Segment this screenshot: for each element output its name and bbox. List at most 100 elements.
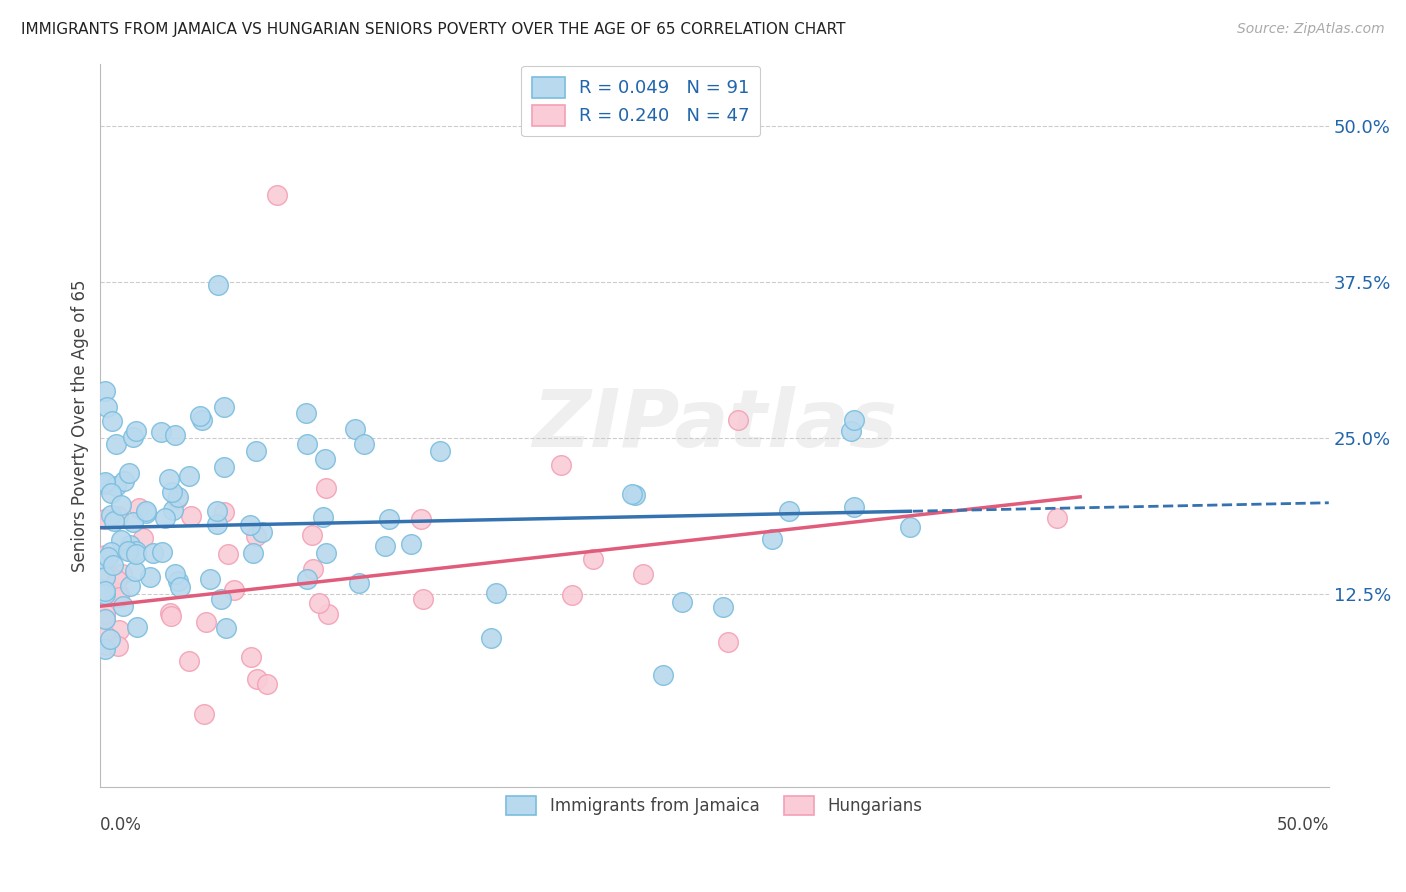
- Point: [652, 667, 675, 681]
- Point: [94, 587, 117, 601]
- Point: [190, 413, 212, 427]
- Point: [224, 583, 246, 598]
- Point: [842, 412, 865, 426]
- Point: [620, 487, 643, 501]
- Point: [631, 567, 654, 582]
- Point: [1046, 511, 1069, 525]
- Point: [256, 677, 278, 691]
- Point: [120, 579, 142, 593]
- Point: [479, 632, 502, 646]
- Point: [163, 566, 186, 581]
- Point: [94, 638, 117, 652]
- Point: [778, 504, 800, 518]
- Text: 0.0%: 0.0%: [100, 816, 142, 834]
- Point: [122, 430, 145, 444]
- Point: [177, 468, 200, 483]
- Point: [105, 573, 128, 587]
- Text: ZIPatlas: ZIPatlas: [531, 386, 897, 465]
- Point: [104, 479, 127, 493]
- Point: [717, 634, 740, 648]
- Point: [108, 623, 131, 637]
- Point: [135, 506, 157, 520]
- Point: [132, 531, 155, 545]
- Point: [94, 384, 117, 398]
- Point: [193, 706, 215, 721]
- Point: [239, 649, 262, 664]
- Point: [100, 632, 122, 647]
- Point: [150, 425, 173, 439]
- Point: [94, 642, 117, 657]
- Point: [412, 592, 434, 607]
- Point: [101, 414, 124, 428]
- Point: [188, 409, 211, 423]
- Point: [308, 596, 330, 610]
- Point: [898, 520, 921, 534]
- Point: [111, 599, 134, 613]
- Point: [671, 595, 693, 609]
- Point: [179, 654, 201, 668]
- Point: [108, 590, 131, 604]
- Point: [118, 538, 141, 552]
- Point: [315, 546, 337, 560]
- Point: [301, 528, 323, 542]
- Point: [211, 592, 233, 607]
- Text: IMMIGRANTS FROM JAMAICA VS HUNGARIAN SENIORS POVERTY OVER THE AGE OF 65 CORRELAT: IMMIGRANTS FROM JAMAICA VS HUNGARIAN SEN…: [21, 22, 845, 37]
- Point: [155, 510, 177, 524]
- Point: [110, 498, 132, 512]
- Point: [581, 552, 603, 566]
- Point: [429, 444, 451, 458]
- Point: [550, 458, 572, 472]
- Point: [353, 436, 375, 450]
- Point: [100, 485, 122, 500]
- Y-axis label: Seniors Poverty Over the Age of 65: Seniors Poverty Over the Age of 65: [72, 279, 89, 572]
- Point: [100, 545, 122, 559]
- Point: [212, 400, 235, 414]
- Point: [94, 477, 117, 491]
- Point: [485, 586, 508, 600]
- Point: [711, 599, 734, 614]
- Point: [344, 422, 367, 436]
- Point: [160, 485, 183, 500]
- Point: [117, 544, 139, 558]
- Text: 50.0%: 50.0%: [1277, 816, 1329, 834]
- Point: [842, 500, 865, 514]
- Point: [142, 546, 165, 560]
- Point: [94, 563, 117, 577]
- Point: [167, 491, 190, 505]
- Point: [94, 628, 117, 642]
- Point: [122, 515, 145, 529]
- Point: [125, 543, 148, 558]
- Point: [157, 472, 180, 486]
- Point: [194, 615, 217, 629]
- Point: [128, 501, 150, 516]
- Point: [110, 533, 132, 547]
- Point: [97, 549, 120, 564]
- Point: [839, 424, 862, 438]
- Point: [374, 539, 396, 553]
- Point: [103, 558, 125, 572]
- Point: [166, 491, 188, 506]
- Point: [207, 516, 229, 531]
- Point: [120, 543, 142, 558]
- Point: [295, 572, 318, 586]
- Point: [169, 580, 191, 594]
- Point: [295, 406, 318, 420]
- Point: [135, 504, 157, 518]
- Point: [399, 537, 422, 551]
- Point: [312, 510, 335, 524]
- Point: [104, 436, 127, 450]
- Point: [94, 607, 117, 621]
- Point: [127, 620, 149, 634]
- Point: [94, 548, 117, 562]
- Point: [301, 562, 323, 576]
- Point: [314, 451, 336, 466]
- Point: [107, 508, 129, 523]
- Point: [623, 488, 645, 502]
- Point: [94, 612, 117, 626]
- Point: [138, 570, 160, 584]
- Point: [180, 508, 202, 523]
- Point: [198, 572, 221, 586]
- Point: [212, 460, 235, 475]
- Point: [217, 547, 239, 561]
- Legend: Immigrants from Jamaica, Hungarians: Immigrants from Jamaica, Hungarians: [499, 789, 929, 822]
